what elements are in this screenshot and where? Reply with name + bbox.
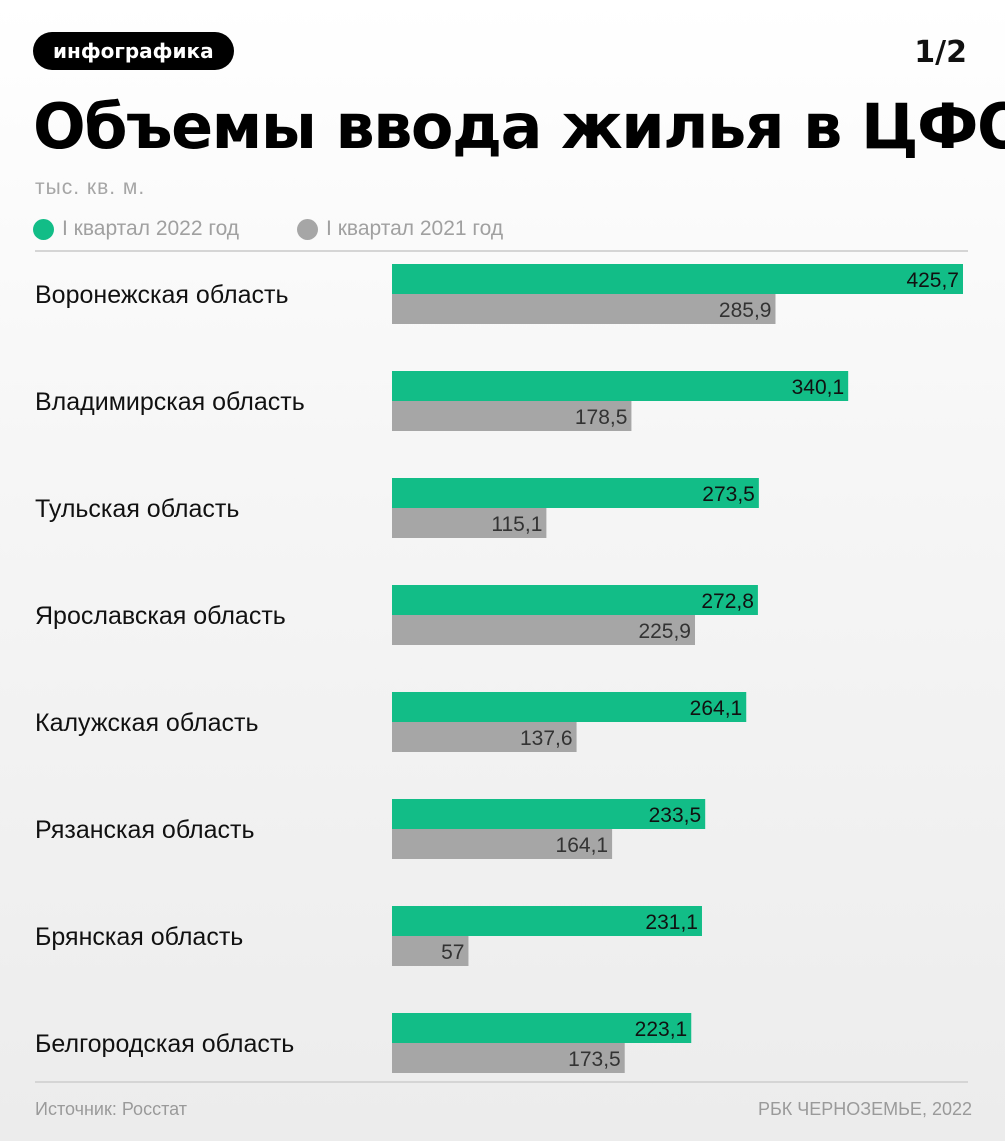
bar-2021 [392,401,632,431]
category-label: Ярославская область [35,602,286,630]
bar-2021 [392,1043,625,1073]
value-label-2021: 164,1 [556,834,609,857]
legend: I квартал 2022 год I квартал 2021 год [33,214,561,244]
source-note: Источник: Росстат [35,1099,187,1119]
bar-2021 [392,294,776,324]
bottom-divider [35,1081,968,1083]
category-label: Белгородская область [35,1030,294,1058]
bar-2022 [392,478,759,508]
bar-2022 [392,371,849,401]
value-label-2022: 340,1 [792,376,845,399]
bar-2021 [392,829,613,859]
value-label-2021: 137,6 [520,727,573,750]
page-title: Объемы ввода жилья в ЦФО [33,90,1005,163]
bar-2021 [392,722,577,752]
value-label-2021: 178,5 [575,406,628,429]
value-label-2021: 285,9 [719,299,772,322]
value-label-2022: 223,1 [635,1018,688,1041]
bar-2022 [392,264,963,294]
category-label: Воронежская область [35,281,288,309]
bar-2022 [392,799,706,829]
legend-item-2022: I квартал 2022 год [33,217,239,241]
bar-2022 [392,692,747,722]
category-label: Рязанская область [35,816,255,844]
bar-2021 [392,936,469,966]
value-label-2021: 225,9 [638,620,691,643]
value-label-2022: 233,5 [649,804,702,827]
value-label-2022: 425,7 [906,269,959,292]
value-label-2022: 264,1 [690,697,743,720]
bar-2022 [392,585,758,615]
units-label: тыс. кв. м. [35,176,146,199]
infographic-badge: инфографика [33,32,234,70]
legend-label-2021: I квартал 2021 год [326,217,504,240]
legend-dot-2021 [297,218,319,240]
legend-item-2021: I квартал 2021 год [297,217,503,241]
bar-2021 [392,508,547,538]
category-label: Тульская область [35,495,239,523]
top-divider [35,250,968,252]
value-label-2022: 273,5 [702,483,755,506]
bar-2022 [392,1013,692,1043]
category-label: Владимирская область [35,388,305,416]
legend-dot-2022 [33,218,54,240]
value-label-2021: 173,5 [568,1048,621,1071]
credit-note: РБК ЧЕРНОЗЕМЬЕ, 2022 [757,1099,972,1119]
value-label-2021: 57 [441,941,464,964]
value-label-2021: 115,1 [491,513,542,536]
category-label: Калужская область [35,709,259,737]
value-label-2022: 272,8 [701,590,754,613]
legend-label-2022: I квартал 2022 год [62,217,240,240]
bar-2022 [392,906,702,936]
value-label-2022: 231,1 [645,911,698,934]
category-label: Брянская область [35,923,243,951]
bar-2021 [392,615,696,645]
page-indicator: 1/2 [914,35,967,70]
